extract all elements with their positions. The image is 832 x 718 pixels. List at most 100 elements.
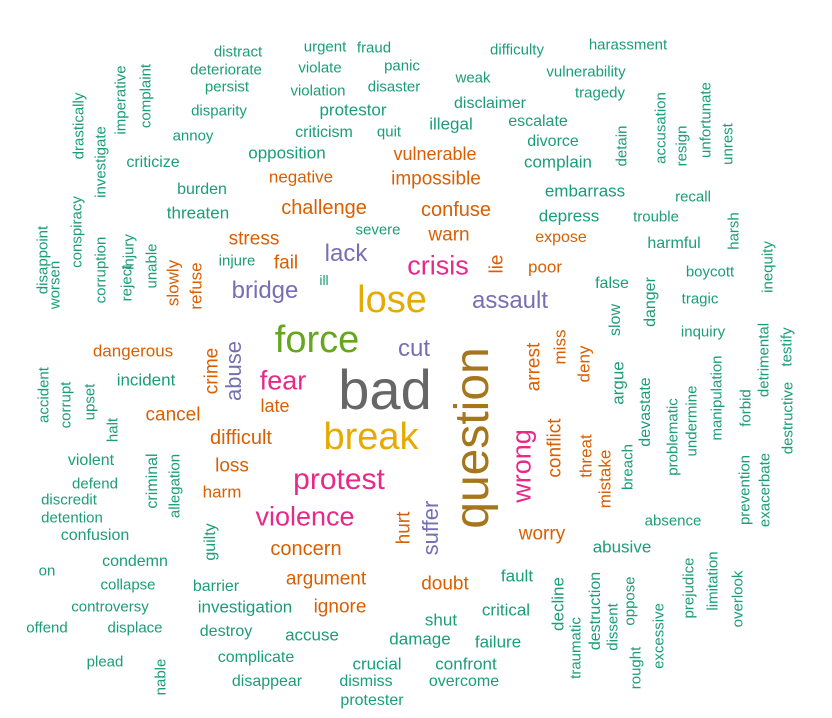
word-drastically: drastically	[70, 92, 88, 160]
word-break: break	[323, 416, 419, 458]
word-false: false	[595, 275, 629, 292]
word-testify: testify	[778, 327, 796, 367]
word-destructive: destructive	[779, 381, 797, 455]
word-complain: complain	[523, 152, 593, 172]
word-upset: upset	[81, 383, 99, 421]
word-harm: harm	[202, 482, 242, 502]
word-failure: failure	[474, 632, 522, 652]
word-dangerous: dangerous	[92, 341, 174, 361]
word-protestor: protestor	[319, 100, 387, 120]
word-absence: absence	[644, 512, 702, 530]
word-violate: violate	[298, 59, 342, 77]
word-cut: cut	[397, 335, 431, 362]
word-halt: halt	[104, 417, 122, 443]
word-manipulation: manipulation	[708, 355, 726, 441]
word-discredit: discredit	[41, 491, 97, 509]
word-challenge: challenge	[281, 197, 367, 219]
word-corruption: corruption	[92, 236, 110, 304]
word-decline: decline	[548, 577, 568, 631]
word-confront: confront	[435, 654, 497, 674]
word-bridge: bridge	[231, 277, 299, 304]
word-destruction: destruction	[587, 571, 604, 651]
word-criticize: criticize	[126, 154, 180, 171]
word-violent: violent	[67, 452, 115, 469]
word-destroy: destroy	[199, 623, 253, 640]
word-accuse: accuse	[285, 625, 339, 645]
word-argument: argument	[285, 568, 367, 590]
word-fault: fault	[500, 566, 534, 586]
word-tragic: tragic	[681, 290, 719, 308]
word-breach: breach	[619, 444, 637, 490]
word-confusion: confusion	[60, 527, 130, 544]
word-harassment: harassment	[588, 36, 668, 54]
word-warn: warn	[428, 224, 470, 246]
word-complaint: complaint	[137, 63, 155, 129]
word-impossible: impossible	[391, 168, 481, 190]
word-prevention: prevention	[736, 454, 754, 526]
word-difficult: difficult	[210, 427, 272, 449]
word-disparity: disparity	[191, 102, 247, 120]
word-suffer: suffer	[418, 500, 443, 556]
word-investigate: investigate	[92, 126, 110, 198]
word-investigation: investigation	[197, 597, 293, 617]
word-violence: violence	[255, 501, 355, 532]
word-abusive: abusive	[592, 537, 652, 557]
word-oppose: oppose	[621, 576, 639, 626]
word-resign: resign	[673, 125, 691, 167]
word-barrier: barrier	[192, 578, 240, 595]
word-quit: quit	[376, 123, 402, 141]
word-conspiracy: conspiracy	[68, 196, 86, 268]
word-criminal: criminal	[144, 453, 161, 509]
word-cancel: cancel	[145, 404, 201, 426]
word-abuse: abuse	[221, 341, 246, 401]
word-question: question	[446, 347, 499, 529]
word-opposition: opposition	[248, 143, 326, 163]
word-worsen: worsen	[46, 260, 64, 310]
word-plead: plead	[86, 653, 124, 671]
word-miss: miss	[550, 329, 570, 365]
word-slow: slow	[607, 303, 624, 337]
word-crime: crime	[201, 347, 223, 395]
word-harsh: harsh	[725, 212, 743, 250]
word-allegation: allegation	[166, 453, 184, 519]
word-fraud: fraud	[356, 39, 392, 57]
word-limitation: limitation	[704, 551, 722, 611]
word-trouble: trouble	[633, 208, 679, 226]
word-late: late	[260, 396, 290, 416]
word-hurt: hurt	[393, 511, 415, 545]
word-displace: displace	[107, 619, 163, 637]
word-vulnerable: vulnerable	[393, 144, 477, 164]
word-fail: fail	[273, 252, 299, 274]
word-detain: detain	[613, 125, 631, 167]
word-force: force	[274, 319, 360, 361]
word-wrong: wrong	[506, 429, 537, 503]
word-stress: stress	[228, 228, 280, 250]
word-burden: burden	[177, 181, 227, 198]
word-accident: accident	[35, 367, 53, 423]
word-crisis: crisis	[407, 250, 469, 281]
word-lie: lie	[486, 254, 508, 274]
word-inequity: inequity	[759, 241, 777, 293]
word-undermine: undermine	[683, 385, 701, 457]
word-ill: ill	[319, 272, 329, 288]
word-collapse: collapse	[100, 576, 156, 594]
word-overlook: overlook	[729, 570, 747, 628]
word-prejudice: prejudice	[680, 557, 698, 619]
word-lose: lose	[357, 279, 427, 321]
word-disclaimer: disclaimer	[453, 95, 527, 112]
word-shut: shut	[424, 610, 458, 630]
word-disaster: disaster	[367, 78, 421, 96]
word-on: on	[38, 562, 56, 580]
word-unrest: unrest	[719, 123, 737, 165]
word-annoy: annoy	[172, 127, 214, 145]
word-injure: injure	[218, 252, 256, 270]
word-negative: negative	[268, 167, 334, 187]
word-difficulty: difficulty	[490, 41, 544, 59]
word-detention: detention	[41, 509, 103, 527]
word-weak: weak	[455, 69, 491, 87]
word-refuse: refuse	[186, 262, 206, 310]
word-assault: assault	[471, 287, 549, 314]
word-loss: loss	[215, 455, 249, 477]
word-divorce: divorce	[527, 133, 579, 150]
